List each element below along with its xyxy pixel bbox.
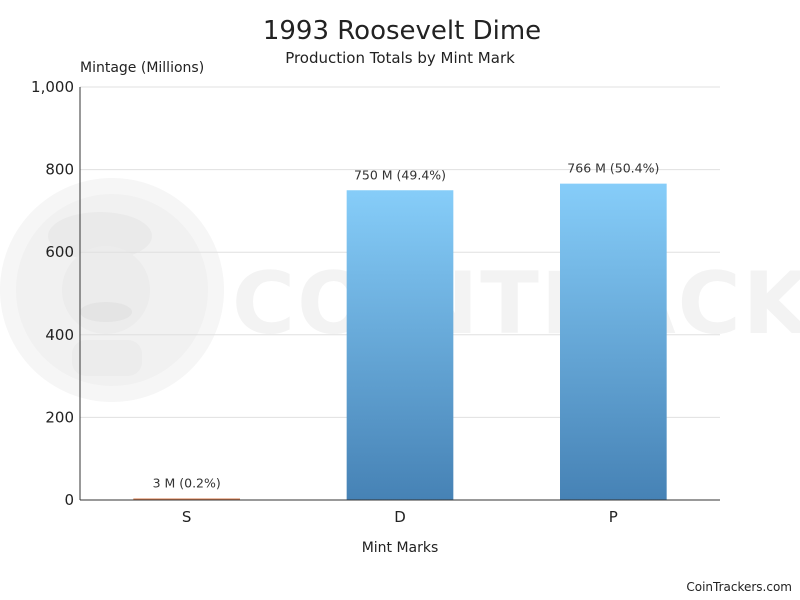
y-tick-label: 0 xyxy=(64,491,74,509)
data-labels: 3 M (0.2%) 750 M (49.4%) 766 M (50.4%) xyxy=(153,161,660,491)
x-tick-label: P xyxy=(609,508,618,526)
watermark-text: COINTRACKERS xyxy=(232,254,800,354)
bar-p[interactable] xyxy=(560,183,667,500)
axes xyxy=(79,87,720,501)
y-tick-label: 600 xyxy=(45,243,74,261)
y-axis-title: Mintage (Millions) xyxy=(80,60,204,76)
y-axis-ticks: 0 200 400 600 800 1,000 xyxy=(31,78,74,509)
data-label-d: 750 M (49.4%) xyxy=(354,167,446,182)
bars xyxy=(133,183,667,501)
credit-text: CoinTrackers.com xyxy=(686,580,792,594)
y-tick-label: 1,000 xyxy=(31,78,74,96)
data-label-s: 3 M (0.2%) xyxy=(153,476,221,491)
bar-s[interactable] xyxy=(133,498,240,501)
x-axis-title: Mint Marks xyxy=(362,540,439,556)
x-tick-label: D xyxy=(394,508,406,526)
watermark: COINTRACKERS xyxy=(0,178,800,402)
chart-subtitle: Production Totals by Mint Mark xyxy=(285,49,515,67)
y-tick-label: 200 xyxy=(45,408,74,426)
y-tick-label: 400 xyxy=(45,326,74,344)
y-tick-label: 800 xyxy=(45,161,74,179)
chart-title: 1993 Roosevelt Dime xyxy=(263,16,541,46)
data-label-p: 766 M (50.4%) xyxy=(567,161,659,176)
x-tick-label: S xyxy=(182,508,192,526)
cointrackers-mascot-logo xyxy=(0,178,224,402)
bar-d[interactable] xyxy=(346,190,454,500)
